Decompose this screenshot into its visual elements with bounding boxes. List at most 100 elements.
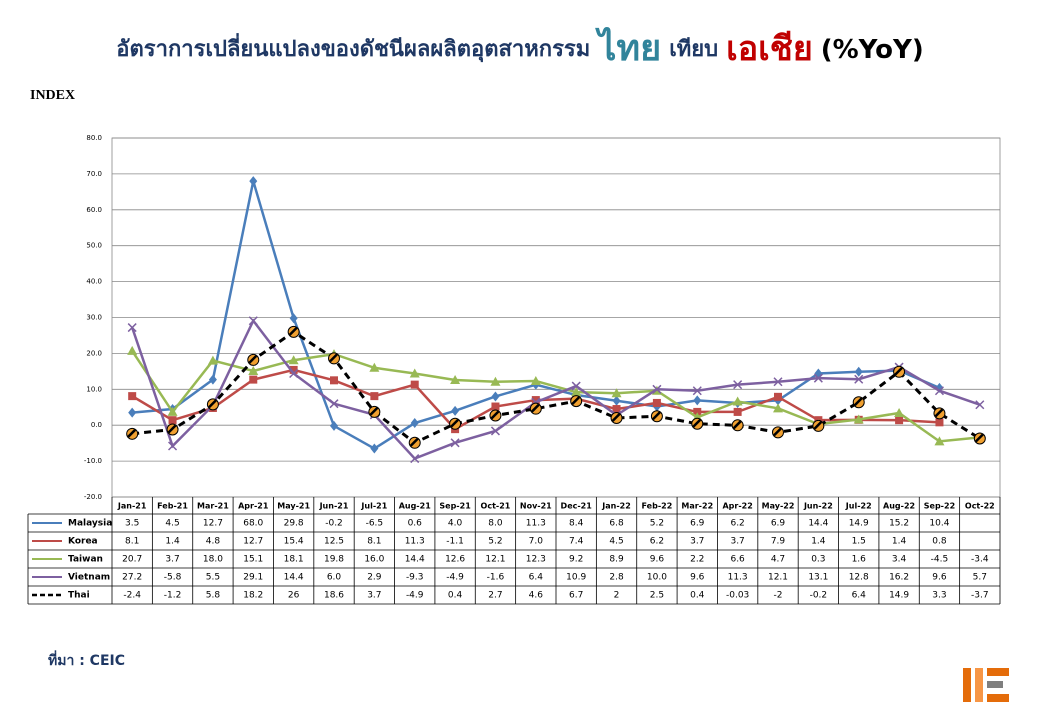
table-cell: 1.4	[892, 537, 907, 547]
table-cell: 1.4	[165, 537, 180, 547]
marker	[410, 380, 419, 389]
table-cell: 0.8	[932, 537, 947, 547]
table-cell: 14.9	[849, 519, 869, 529]
y-tick-label: 20.0	[86, 349, 102, 357]
table-cell: 12.7	[243, 537, 263, 547]
marker	[650, 410, 663, 423]
marker-stripe	[369, 407, 379, 416]
table-cell: 7.9	[771, 537, 786, 547]
table-cell: 6.8	[609, 519, 624, 529]
marker	[652, 398, 661, 407]
table-cell: 3.7	[367, 591, 381, 601]
marker-stripe	[329, 353, 338, 363]
logo	[963, 668, 1009, 702]
marker	[208, 374, 217, 385]
marker-stripe	[732, 420, 742, 430]
table-cell: 14.9	[889, 591, 909, 601]
table-cell: 3.7	[690, 537, 704, 547]
marker	[733, 380, 743, 390]
legend-label: Korea	[68, 537, 98, 547]
marker	[490, 376, 501, 386]
x-tick-label: Dec-21	[561, 502, 593, 511]
marker	[450, 438, 460, 448]
marker	[530, 376, 541, 386]
series	[126, 325, 986, 449]
marker	[410, 454, 420, 464]
table-cell: 0.4	[448, 591, 463, 601]
x-tick-label: Oct-22	[965, 502, 995, 511]
title-part: อัตราการเปลี่ยนแปลงของดัชนีผลผลิตอุตสาหก…	[116, 32, 590, 63]
table-cell: 19.8	[324, 555, 344, 565]
marker	[652, 384, 662, 394]
x-tick-label: Jul-22	[845, 502, 872, 511]
table-cell: 15.2	[889, 519, 909, 529]
marker	[369, 362, 380, 372]
table-cell: 6.2	[650, 537, 664, 547]
table-cell: -2.4	[123, 591, 141, 601]
table-cell: 15.1	[243, 555, 263, 565]
table-cell: 8.0	[488, 519, 503, 529]
y-tick-label: -10.0	[84, 457, 102, 465]
table-cell: 10.4	[929, 519, 949, 529]
x-tick-label: Mar-21	[197, 502, 229, 511]
x-tick-label: Oct-21	[481, 502, 511, 511]
table-cell: 3.4	[892, 555, 907, 565]
table-cell: 4.5	[609, 537, 623, 547]
y-tick-label: 0.0	[91, 421, 102, 429]
table-cell: 12.3	[526, 555, 546, 565]
marker	[531, 396, 540, 405]
table-cell: -2	[774, 591, 783, 601]
table-cell: 29.1	[243, 573, 263, 583]
x-tick-label: Jun-21	[319, 502, 349, 511]
table-cell: 12.1	[485, 555, 505, 565]
x-tick-label: Aug-22	[883, 502, 915, 511]
table-cell: 11.3	[526, 519, 546, 529]
table-cell: -0.2	[810, 591, 828, 601]
marker-stripe	[611, 413, 621, 422]
marker	[772, 426, 784, 439]
table-cell: 10.9	[566, 573, 586, 583]
x-tick-label: Aug-21	[399, 502, 432, 511]
table-cell: 3.7	[730, 537, 744, 547]
table-cell: 8.4	[569, 519, 584, 529]
marker	[249, 176, 258, 187]
table-cell: -3.7	[971, 591, 989, 601]
x-tick-label: Apr-21	[238, 502, 269, 511]
table-cell: 0.6	[408, 519, 423, 529]
table-cell: 6.7	[569, 591, 583, 601]
table-cell: 4.5	[165, 519, 179, 529]
table-cell: -9.3	[406, 573, 424, 583]
marker	[248, 316, 258, 326]
marker	[571, 387, 582, 397]
table-cell: 12.7	[203, 519, 223, 529]
marker	[289, 365, 298, 374]
table-cell: 18.1	[284, 555, 304, 565]
table-cell: 29.8	[284, 519, 304, 529]
table-cell: 16.0	[364, 555, 384, 565]
table-cell: 14.4	[405, 555, 425, 565]
marker	[611, 388, 622, 398]
marker	[449, 417, 462, 430]
table-cell: 6.4	[852, 591, 867, 601]
table-cell: 2.5	[650, 591, 664, 601]
x-tick-label: Jul-21	[360, 502, 387, 511]
table-cell: 11.3	[728, 573, 748, 583]
table-cell: 68.0	[243, 519, 263, 529]
marker	[731, 419, 744, 432]
marker	[368, 405, 381, 418]
table-cell: 4.0	[448, 519, 463, 529]
marker	[247, 353, 260, 366]
x-tick-label: Jan-22	[601, 502, 631, 511]
table-cell: 18.0	[203, 555, 223, 565]
marker	[127, 345, 138, 355]
table-cell: 26	[288, 591, 300, 601]
marker	[934, 436, 945, 446]
x-tick-label: Nov-21	[520, 502, 552, 511]
y-tick-label: 70.0	[86, 170, 102, 178]
x-tick-label: Feb-22	[642, 502, 673, 511]
legend-label: Taiwan	[68, 555, 103, 565]
source: ที่มา : CEIC	[48, 650, 125, 669]
table-cell: 2.8	[609, 573, 624, 583]
marker	[693, 407, 702, 416]
